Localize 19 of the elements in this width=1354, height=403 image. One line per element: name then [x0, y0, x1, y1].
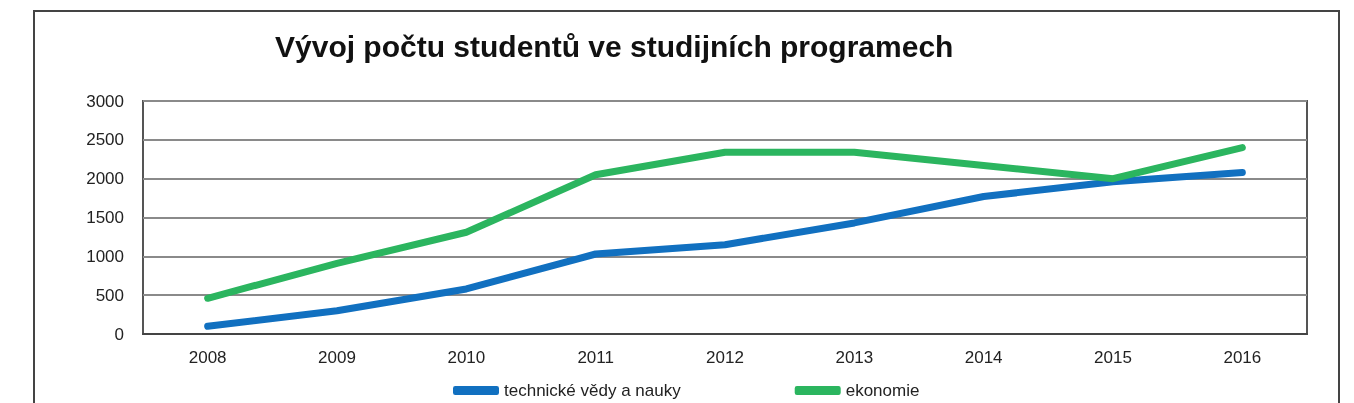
- legend-label: ekonomie: [845, 381, 920, 400]
- y-tick-label: 2500: [86, 130, 124, 150]
- x-tick-label: 2011: [577, 348, 614, 367]
- x-tick-label: 2012: [706, 348, 744, 367]
- chart-title: Vývoj počtu studentů ve studijních programech: [275, 29, 954, 63]
- y-tick-label: 0: [114, 324, 124, 344]
- x-tick-label: 2016: [1223, 348, 1262, 367]
- y-tick-label: 3000: [86, 91, 124, 111]
- x-tick-label: 2013: [835, 348, 874, 367]
- x-tick-label: 2009: [318, 348, 356, 367]
- legend-label: technické vědy a nauky: [504, 381, 682, 400]
- y-tick-label: 1000: [86, 246, 124, 266]
- x-tick-label: 2008: [188, 348, 227, 367]
- x-tick-label: 2015: [1094, 348, 1132, 367]
- y-tick-label: 1500: [86, 208, 124, 227]
- x-tick-label: 2014: [964, 348, 1003, 367]
- y-tick-label: 2000: [86, 169, 124, 189]
- y-tick-label: 500: [95, 285, 124, 305]
- x-tick-label: 2010: [447, 348, 486, 367]
